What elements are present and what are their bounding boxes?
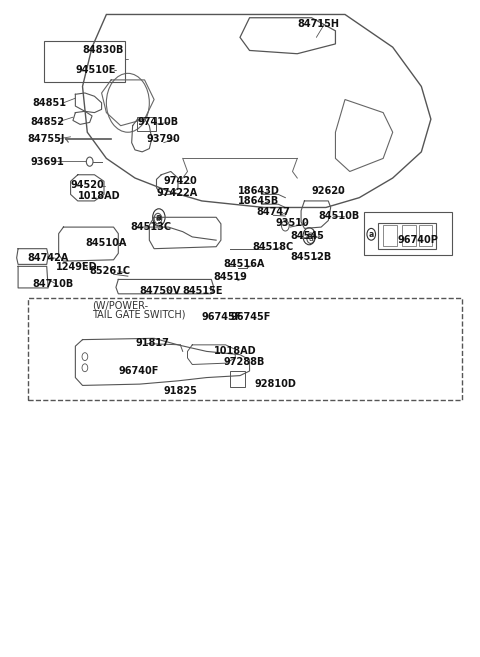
Text: a: a	[369, 230, 374, 238]
Text: a: a	[308, 234, 313, 242]
Text: 84755J: 84755J	[28, 134, 65, 144]
Text: 84512B: 84512B	[290, 252, 331, 261]
Text: 84851: 84851	[33, 98, 66, 108]
Text: 84750V: 84750V	[140, 286, 181, 296]
Text: 92810D: 92810D	[254, 379, 296, 389]
Text: 84513C: 84513C	[130, 222, 171, 232]
Text: 97420: 97420	[164, 176, 197, 187]
Bar	[28, 298, 462, 401]
Text: 84518C: 84518C	[252, 242, 293, 252]
Text: a: a	[156, 214, 160, 223]
Text: 94510E: 94510E	[75, 65, 116, 75]
Bar	[364, 212, 452, 254]
Text: 92620: 92620	[312, 186, 345, 196]
Text: 84852: 84852	[30, 118, 64, 127]
Text: 84515E: 84515E	[183, 286, 223, 296]
Text: 93691: 93691	[30, 156, 64, 167]
Bar	[137, 116, 156, 131]
Text: 97410B: 97410B	[137, 118, 179, 127]
Text: 1249ED: 1249ED	[56, 262, 98, 272]
Text: 96745F: 96745F	[230, 311, 271, 322]
Text: 84516A: 84516A	[223, 260, 264, 269]
Text: 84830B: 84830B	[83, 45, 124, 55]
Text: 91825: 91825	[164, 386, 197, 396]
Text: 97422A: 97422A	[156, 188, 198, 198]
Text: (W/POWER-: (W/POWER-	[92, 301, 148, 311]
Text: 84747: 84747	[257, 207, 290, 217]
Text: TAIL GATE SWITCH): TAIL GATE SWITCH)	[92, 309, 186, 319]
Text: 84510B: 84510B	[319, 211, 360, 221]
Text: 84710B: 84710B	[33, 279, 73, 289]
Text: 93790: 93790	[147, 134, 180, 144]
Text: 1018AD: 1018AD	[214, 346, 256, 355]
Text: 96740F: 96740F	[118, 366, 159, 376]
Bar	[230, 371, 245, 388]
Text: 84742A: 84742A	[28, 253, 69, 263]
Text: 84715H: 84715H	[297, 19, 339, 30]
Text: 84519: 84519	[214, 273, 248, 283]
Text: 91817: 91817	[135, 338, 169, 348]
Text: 96745F: 96745F	[202, 312, 242, 323]
Text: 93510: 93510	[276, 217, 310, 227]
Text: 18645B: 18645B	[238, 196, 279, 206]
Text: a: a	[156, 213, 162, 222]
Bar	[378, 223, 436, 249]
Text: 84545: 84545	[290, 231, 324, 240]
Bar	[419, 225, 432, 246]
Bar	[383, 225, 396, 246]
Text: 84510A: 84510A	[85, 238, 126, 248]
Text: 18643D: 18643D	[238, 186, 279, 196]
Bar	[44, 41, 125, 82]
Text: 97288B: 97288B	[223, 357, 264, 367]
Text: 1018AD: 1018AD	[78, 191, 120, 200]
Text: 96740P: 96740P	[397, 235, 438, 245]
Bar	[402, 225, 416, 246]
Text: a: a	[306, 232, 312, 240]
Text: 85261C: 85261C	[90, 266, 131, 276]
Text: 94520: 94520	[71, 179, 104, 190]
